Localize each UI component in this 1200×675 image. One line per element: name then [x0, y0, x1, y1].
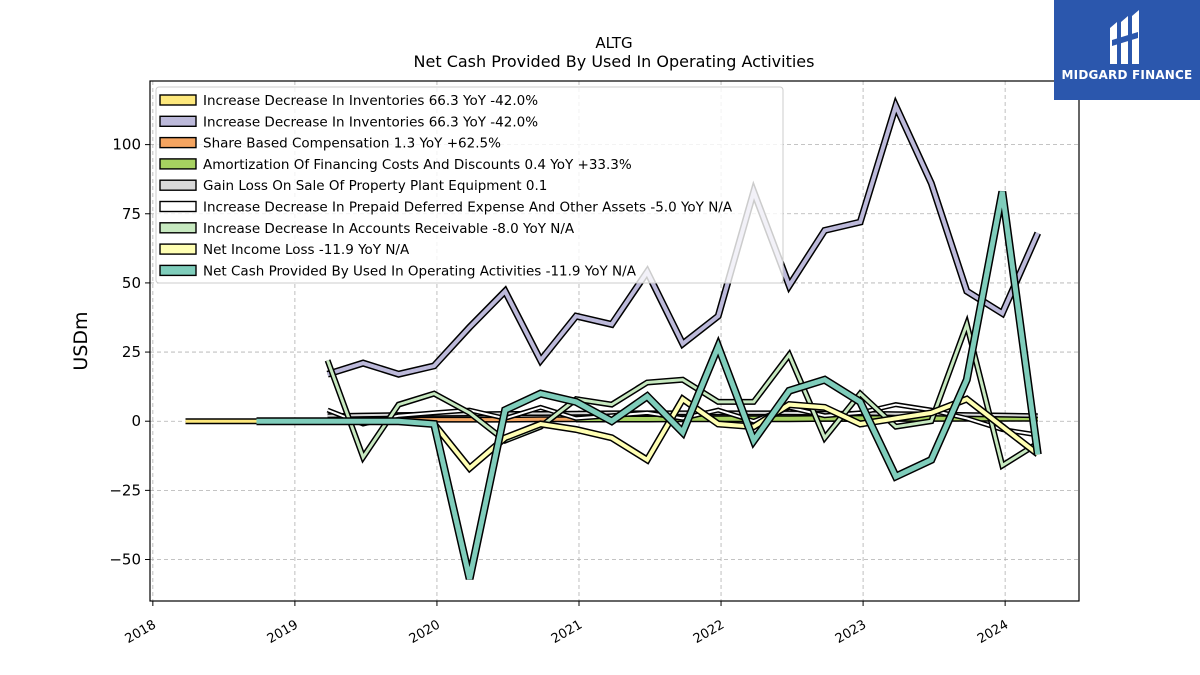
series-line-8 [256, 191, 1041, 580]
x-tick-label: 2020 [407, 617, 443, 647]
legend-label: Share Based Compensation 1.3 YoY +62.5% [203, 136, 501, 152]
chart-title: ALTG [595, 34, 632, 52]
legend-label: Net Cash Provided By Used In Operating A… [203, 263, 637, 279]
y-tick-label: 0 [131, 412, 141, 430]
y-axis-label: USDm [70, 311, 92, 370]
series-line-6 [326, 319, 1039, 468]
series-line-7 [327, 396, 1040, 472]
legend-swatch [159, 179, 197, 191]
chart-subtitle: Net Cash Provided By Used In Operating A… [414, 52, 815, 71]
y-tick-label: 25 [122, 343, 141, 361]
legend-label: Increase Decrease In Inventories 66.3 Yo… [203, 93, 538, 109]
legend-swatch [159, 200, 197, 213]
legend-swatch [159, 136, 197, 149]
y-axis: −50 −25 0 25 50 75 100 [109, 136, 150, 569]
y-tick-label: 75 [122, 205, 141, 223]
y-tick-label: −25 [109, 481, 141, 499]
series-line-5 [327, 403, 1038, 436]
brand-name: MIDGARD FINANCE [1061, 68, 1193, 82]
plot-frame [149, 80, 1080, 602]
legend-label: Increase Decrease In Inventories 66.3 Yo… [203, 114, 538, 130]
legend-swatch [159, 94, 197, 106]
x-tick-label: 2018 [123, 617, 159, 647]
brand-logo: MIDGARD FINANCE [1054, 0, 1200, 100]
legend-label: Increase Decrease In Accounts Receivable… [203, 221, 575, 237]
legend-label: Amortization Of Financing Costs And Disc… [203, 157, 632, 173]
x-tick-label: 2023 [833, 617, 869, 647]
brand-mark-icon [1110, 10, 1139, 64]
legend-swatch [159, 222, 197, 234]
legend-swatch [159, 243, 197, 255]
y-tick-label: 100 [112, 136, 141, 154]
legend: Increase Decrease In Inventories 66.3 Yo… [155, 86, 784, 284]
legend-box [155, 86, 784, 284]
x-tick-label: 2021 [549, 617, 585, 647]
legend-swatch [159, 115, 197, 128]
legend-swatch [159, 158, 197, 170]
x-tick-label: 2024 [975, 617, 1011, 647]
series-line-1 [327, 100, 1040, 377]
legend-swatch [159, 264, 197, 277]
plot-lines [185, 96, 1042, 580]
y-tick-label: 50 [122, 274, 141, 292]
x-tick-label: 2022 [691, 617, 727, 647]
y-tick-label: −50 [109, 551, 141, 569]
x-tick-label: 2019 [265, 617, 301, 647]
x-axis: 2018 2019 2020 2021 2022 2023 2024 [123, 601, 1011, 647]
legend-label: Gain Loss On Sale Of Property Plant Equi… [203, 178, 547, 194]
legend-label: Increase Decrease In Prepaid Deferred Ex… [203, 200, 733, 216]
legend-label: Net Income Loss -11.9 YoY N/A [203, 242, 410, 258]
